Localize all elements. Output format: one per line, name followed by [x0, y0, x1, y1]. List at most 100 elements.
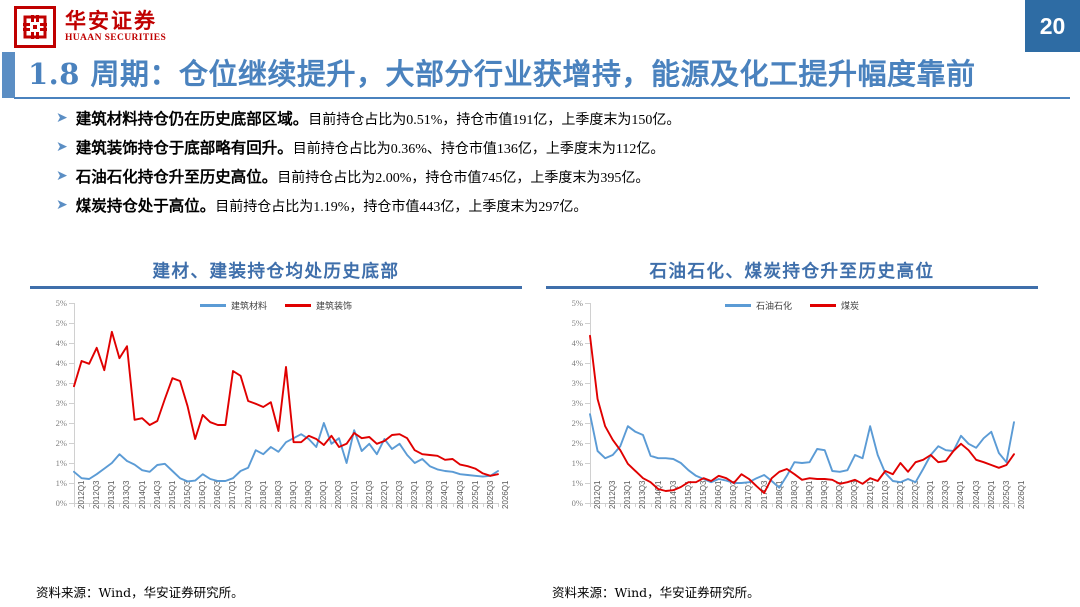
y-axis-tick	[585, 463, 590, 464]
slide-title-bar: 1.8 周期：仓位继续提升，大部分行业获增持，能源及化工提升幅度靠前	[0, 52, 1080, 98]
x-axis-tick	[908, 503, 909, 507]
legend-color-swatch	[285, 304, 311, 307]
line-chart: 石油石化 煤炭 0% 1% 1% 2% 2% 3% 3% 4% 4% 5% 5% 2012Q1 2012Q3…	[546, 293, 1038, 573]
legend-color-swatch	[199, 304, 226, 307]
x-axis-tick	[407, 503, 409, 507]
y-axis-tick-label: 1%	[55, 458, 67, 468]
y-axis-tick-label: 1%	[571, 458, 583, 468]
x-axis-tick	[786, 503, 788, 507]
x-axis-tick	[452, 503, 454, 507]
legend-label: 石油石化	[755, 302, 792, 312]
y-axis-tick-label: 5%	[55, 318, 67, 328]
logo-text: 华安证券 HUAAN SECURITIES	[65, 10, 166, 44]
x-axis-tick	[862, 503, 864, 507]
x-axis-tick	[361, 503, 363, 507]
chart-legend: 石油石化 煤炭	[546, 299, 1038, 312]
chart-panel-construction: 建材、建装持仓均处历史底部 建筑材料 建筑装饰 0% 1% 1% 2% 2% 3% 3% 4% 4%…	[30, 258, 522, 607]
line-chart: 建筑材料 建筑装饰 0% 1% 1% 2% 2% 3% 3% 4% 4% 5% 5% 2012Q1 2012…	[30, 293, 522, 573]
y-axis-tick-label: 4%	[55, 338, 67, 348]
y-axis-tick-label: 4%	[571, 358, 583, 368]
bullet-detail: 目前持仓占比为0.36%、持仓市值136亿，上季度末为112亿。	[292, 141, 665, 157]
y-axis-tick	[585, 363, 590, 364]
legend-item: 煤炭	[810, 299, 859, 312]
x-axis-tick	[711, 503, 713, 507]
chart-title: 石油石化、煤炭持仓升至历史高位	[649, 262, 935, 282]
x-axis-tick	[832, 503, 834, 507]
y-axis-tick	[69, 343, 74, 344]
legend-item: 建筑装饰	[285, 299, 352, 312]
x-axis-tick	[376, 503, 378, 507]
y-axis-tick-label: 2%	[571, 418, 583, 428]
x-axis-tick	[756, 503, 758, 507]
y-axis-tick	[585, 383, 590, 384]
y-axis-tick	[585, 403, 590, 404]
x-axis-tick	[134, 503, 136, 507]
x-axis-tick	[1014, 503, 1015, 507]
chart-title-divider	[30, 286, 522, 289]
y-axis-tick	[69, 403, 74, 404]
x-axis-tick	[316, 503, 318, 507]
list-item: ➤ 建筑装饰持仓于底部略有回升。目前持仓占比为0.36%、持仓市值136亿，上季…	[56, 137, 1056, 158]
x-axis-tick	[482, 503, 484, 507]
y-axis-tick-label: 1%	[55, 478, 67, 488]
page-number-badge: 20	[1025, 0, 1080, 52]
x-axis-tick	[104, 503, 106, 507]
x-axis-tick	[650, 503, 652, 507]
x-axis-tick	[89, 503, 91, 507]
y-axis-tick-label: 0%	[55, 498, 67, 508]
x-axis-tick	[392, 503, 393, 507]
x-axis-tick	[467, 503, 469, 507]
bullet-heading: 煤炭持仓处于高位。	[75, 195, 216, 215]
x-axis-tick	[968, 503, 970, 507]
x-axis-tick	[847, 503, 849, 507]
x-axis-tick	[437, 503, 439, 507]
list-item: ➤ 煤炭持仓处于高位。目前持仓占比为1.19%，持仓市值443亿，上季度末为29…	[56, 195, 1056, 216]
x-axis-tick	[892, 503, 894, 507]
title-divider	[14, 97, 1070, 99]
title-accent-bar	[2, 52, 15, 98]
y-axis-tick	[69, 503, 74, 504]
x-axis-tick	[938, 503, 940, 507]
series-line	[73, 330, 499, 477]
chart-title: 建材、建装持仓均处历史底部	[152, 262, 400, 282]
y-axis-tick	[69, 303, 74, 304]
x-axis-tick	[771, 503, 773, 507]
bullet-list: ➤ 建筑材料持仓仍在历史底部区域。目前持仓占比为0.51%，持仓市值191亿，上…	[56, 110, 1056, 226]
x-axis-tick	[240, 503, 242, 507]
x-axis-tick	[998, 503, 1000, 507]
x-axis-tick	[620, 503, 622, 507]
x-axis-tick	[225, 503, 227, 507]
y-axis-tick	[69, 423, 74, 424]
legend-item: 石油石化	[724, 299, 792, 312]
source-note: 资料来源：Wind，华安证券研究所。	[36, 585, 244, 600]
x-axis-tick	[210, 503, 212, 507]
bullet-arrow-icon: ➤	[56, 197, 68, 213]
legend-label: 建筑材料	[230, 302, 267, 312]
bullet-arrow-icon: ➤	[56, 139, 68, 155]
y-axis-tick	[585, 483, 590, 484]
x-axis-tick	[817, 503, 819, 507]
source-note: 资料来源：Wind，华安证券研究所。	[552, 585, 760, 600]
bullet-detail: 目前持仓占比为1.19%，持仓市值443亿，上季度末为297亿。	[215, 199, 588, 215]
x-axis-tick	[590, 503, 591, 507]
y-axis-tick	[585, 343, 590, 344]
legend-label: 煤炭	[841, 302, 860, 312]
series-line	[589, 334, 1015, 494]
x-axis-tick	[605, 503, 607, 507]
x-axis-tick	[741, 503, 743, 507]
y-axis-tick-label: 5%	[571, 318, 583, 328]
x-axis-tick	[953, 503, 955, 507]
x-axis-tick	[74, 503, 75, 507]
y-axis-tick	[585, 323, 590, 324]
x-axis-tick	[665, 503, 667, 507]
huaan-logo-icon	[14, 6, 56, 48]
y-axis-line	[74, 303, 75, 503]
y-axis-tick-label: 4%	[571, 338, 583, 348]
bullet-heading: 建筑装饰持仓于底部略有回升。	[75, 137, 293, 157]
x-axis-tick	[331, 503, 333, 507]
x-axis-tick	[164, 503, 166, 507]
x-axis-tick	[149, 503, 151, 507]
y-axis-tick	[69, 483, 74, 484]
company-logo: 华安证券 HUAAN SECURITIES	[14, 6, 166, 48]
x-axis-tick	[422, 503, 424, 507]
